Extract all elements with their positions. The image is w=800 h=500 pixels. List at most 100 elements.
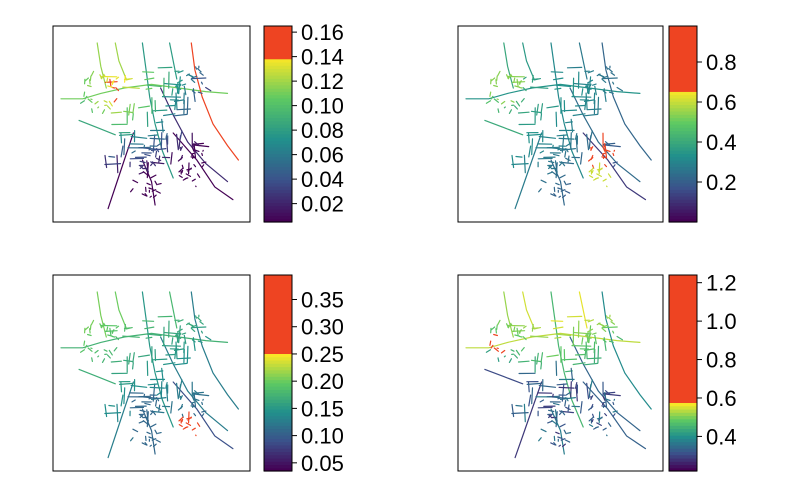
road-segment [515,404,523,407]
road-segment [574,104,586,107]
road-segment [90,319,95,326]
road-segment [553,402,560,406]
road-segment [586,382,590,400]
road-segment [165,104,176,107]
road-segment [193,392,197,408]
road-segment [115,336,120,341]
road-segment [163,82,180,86]
road-segment [586,133,590,151]
road-segment [196,422,201,427]
road-segment [97,106,100,109]
road-segment [536,103,539,116]
road-segment [139,164,145,170]
road-segment [595,177,599,180]
road-segment [145,87,153,90]
colorbar-segment [669,107,697,112]
colorbar-segment [264,320,292,325]
road-segment [138,171,144,175]
road-segment [178,167,184,173]
road-segment [96,291,107,338]
road-segment [149,386,165,389]
colorbar-segment [669,395,697,400]
map-frame [52,274,251,472]
colorbar-segment [264,294,292,299]
panel-4: 1.2 1.0 0.8 0.6 0.4 [457,271,737,472]
road-segment [503,42,514,89]
colorbar-segment [264,438,292,443]
colorbar-segment [669,182,697,187]
road-segment [574,382,578,389]
road-segment [170,152,173,165]
road-segment [558,195,561,198]
road-segment [520,98,525,103]
road-segment [178,175,183,178]
colorbar-segment [264,278,292,283]
colorbar-segment [669,284,697,289]
road-segment [151,438,157,441]
road-segment [139,409,146,413]
road-segment [108,404,116,407]
road-segment [163,362,176,366]
colorbar-segment [264,464,292,469]
road-segment [132,362,134,370]
road-segment [601,291,652,410]
road-segment [101,322,105,328]
road-segment [604,164,608,168]
colorbar-segment [669,425,697,430]
road-segment [78,368,116,385]
road-segment [190,42,239,161]
colorbar-segment [669,169,697,174]
road-segment [104,163,122,166]
road-segment [602,153,604,157]
road-segment [120,145,124,158]
colorbar-tick-label: 0.14 [301,45,344,70]
colorbar-segment [669,438,697,443]
road-segment [490,95,494,100]
road-segment [190,78,196,83]
colorbar-segment [264,281,292,286]
colorbar-segment [264,418,292,423]
colorbar-segment [669,350,697,354]
road-segment [177,70,184,74]
colorbar-segment [669,208,697,213]
road-segment [110,360,122,363]
colorbar-segment [669,97,697,102]
road-segment [508,73,512,79]
road-segment [84,77,89,82]
colorbar-segment [264,205,292,210]
road-network [60,291,239,459]
road-segment [591,418,594,423]
colorbar-segment [669,333,697,338]
road-segment [78,119,116,136]
road-segment [522,87,527,92]
colorbar-segment [264,78,292,83]
colorbar-segment [669,294,697,299]
road-segment [596,422,602,426]
road-segment [528,145,532,158]
road-segment [558,444,561,447]
colorbar-segment [264,399,292,403]
road-segment [583,362,599,366]
map-frame [52,25,251,223]
colorbar-segment [669,392,697,397]
road-segment [120,394,124,407]
road-segment [559,161,562,164]
colorbar-segment [264,379,292,384]
colorbar-segment [669,307,697,312]
colorbar-segment [669,310,697,315]
colorbar-segment [669,369,697,374]
road-segment [496,324,498,330]
colorbar-segment [264,343,292,348]
colorbar-segment [669,451,697,456]
colorbar-segment [264,166,292,171]
colorbar-segment [264,356,292,361]
road-segment [562,443,566,448]
colorbar-segment [669,140,697,145]
colorbar-segment [669,373,697,377]
road-segment [508,322,512,328]
road-segment [150,162,153,167]
colorbar-segment [264,101,292,105]
road-segment [548,413,554,419]
road-segment [156,391,163,396]
